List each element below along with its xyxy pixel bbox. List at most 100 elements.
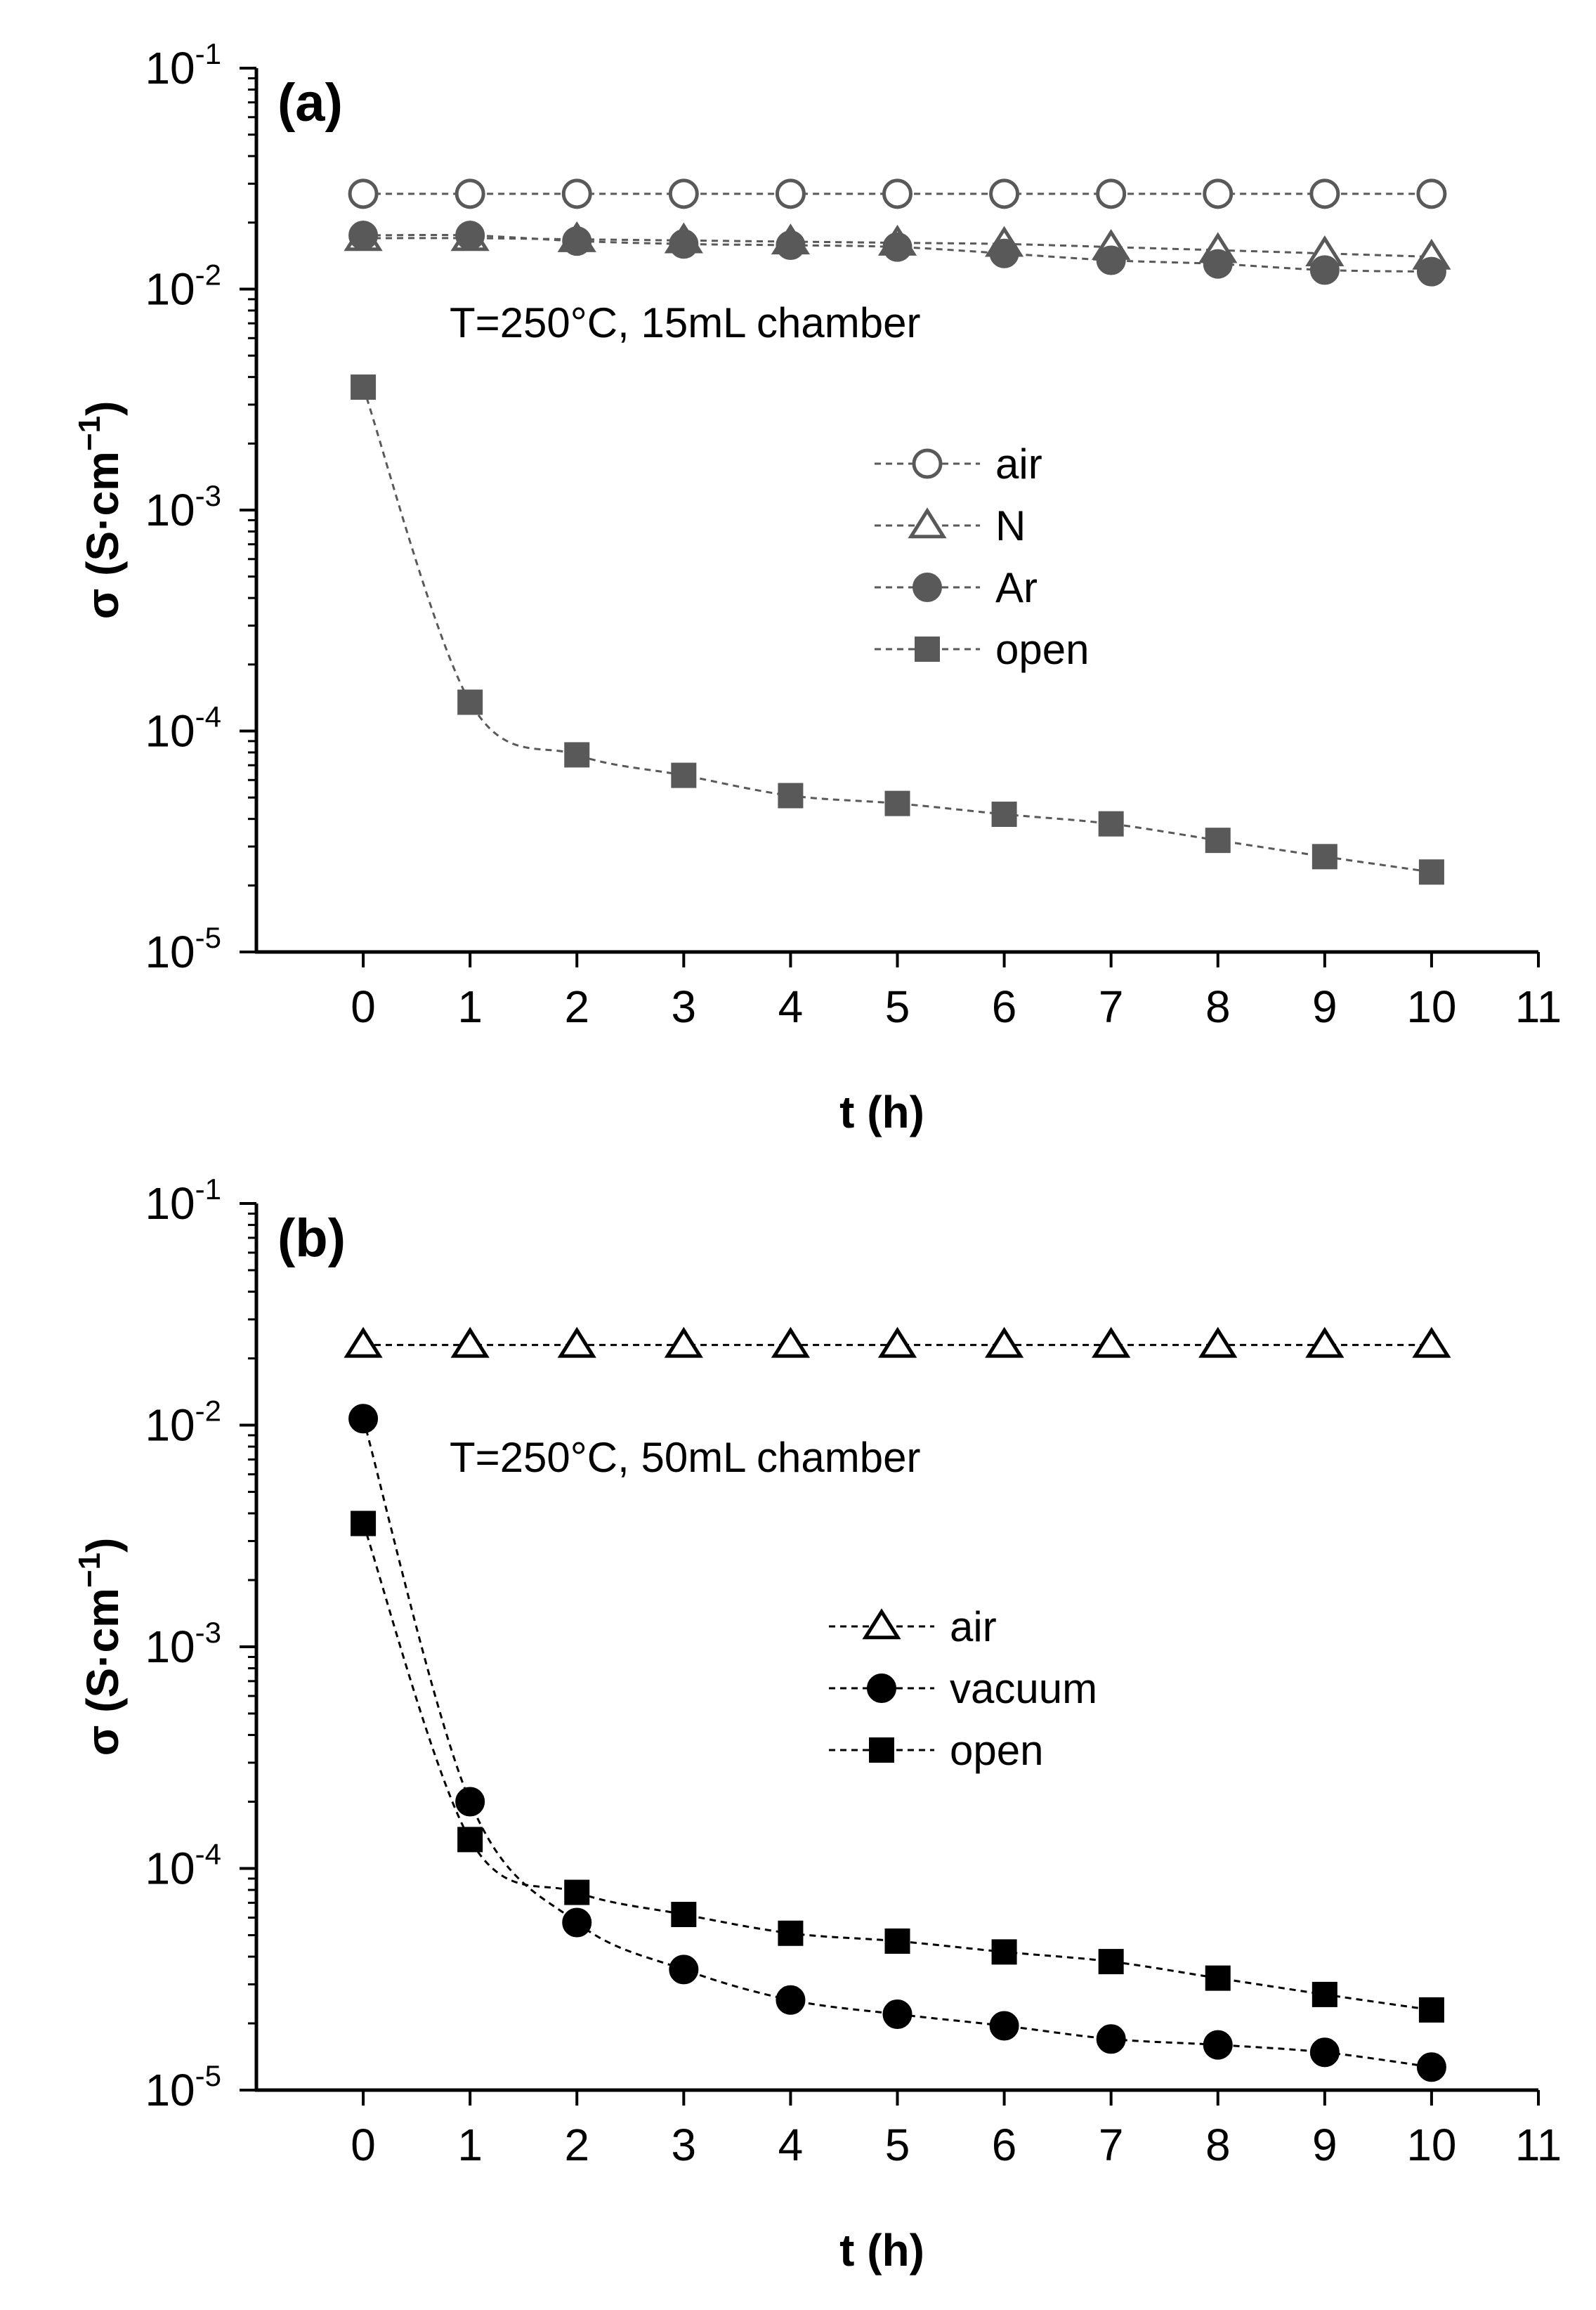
- data-point-air: [989, 178, 1020, 209]
- data-point-Ar: [669, 229, 699, 259]
- x-tick-label: 0: [351, 2120, 376, 2170]
- legend-marker-N: [908, 507, 947, 539]
- series-line-open: [362, 386, 1432, 873]
- legend-marker-open: [915, 637, 940, 662]
- x-tick-label: 3: [672, 2120, 697, 2170]
- y-axis-title: σ (S·cm−1): [72, 1538, 128, 1756]
- data-point-open: [671, 762, 697, 788]
- legend: air vacuum open: [829, 1603, 1097, 1774]
- y-axis-title: σ (S·cm−1): [72, 401, 128, 620]
- legend: air N Ar open: [875, 441, 1089, 673]
- data-point-open: [884, 790, 910, 816]
- x-tick-label: 2: [564, 2120, 589, 2170]
- data-point-air: [882, 178, 913, 209]
- data-point-air: [1096, 178, 1127, 209]
- panel-a: 0 1 2 3 4 5 6 7 8 9 10 11 10-1 10-2 10-3 10-4 10-5 t (h) σ…: [72, 37, 1562, 1137]
- data-point-open: [778, 1920, 804, 1946]
- x-tick-label: 6: [992, 981, 1017, 1032]
- series-line-open: [362, 1523, 1432, 2011]
- x-tick-label: 7: [1099, 981, 1124, 1032]
- y-tick-label: 10-1: [145, 1173, 221, 1229]
- series-open-markers: [351, 374, 1444, 885]
- data-point-air: [561, 178, 592, 209]
- data-point-open: [1418, 1997, 1444, 2023]
- x-tick-label: 4: [778, 2120, 804, 2170]
- x-tick-label: 10: [1406, 981, 1456, 1032]
- data-point-air: [771, 1326, 811, 1358]
- data-point-open: [1098, 1949, 1124, 1975]
- data-point-vacuum: [882, 1999, 913, 2029]
- data-point-Ar: [1096, 245, 1126, 275]
- data-point-Ar: [989, 238, 1019, 268]
- x-tick-label: 9: [1312, 981, 1337, 1032]
- data-point-air: [1416, 178, 1447, 209]
- data-point-air: [1198, 1326, 1238, 1358]
- data-point-open: [1205, 828, 1231, 854]
- data-point-open: [1312, 844, 1337, 870]
- legend-label-Ar: Ar: [995, 564, 1038, 611]
- legend-label-vacuum: vacuum: [950, 1665, 1097, 1712]
- data-point-air: [1092, 1326, 1131, 1358]
- x-tick-label: 3: [672, 981, 697, 1032]
- data-point-air: [557, 1326, 596, 1358]
- x-tick-label: 10: [1406, 2120, 1456, 2170]
- y-tick-label: 10-2: [145, 1395, 221, 1451]
- y-tick-label: 10-2: [145, 259, 221, 315]
- legend-label-open: open: [950, 1727, 1043, 1774]
- data-point-air: [450, 1326, 490, 1358]
- data-point-vacuum: [989, 2011, 1019, 2041]
- data-point-Ar: [562, 226, 592, 256]
- data-point-open: [351, 374, 377, 400]
- panel-b: 0 1 2 3 4 5 6 7 8 9 10 11 10-1 10-2 10-3 10-4 10-5 t (h) σ…: [72, 1173, 1562, 2276]
- x-axis-title: t (h): [839, 1087, 924, 1137]
- data-point-open: [351, 1510, 377, 1536]
- x-tick-label: 5: [885, 981, 910, 1032]
- x-tick-label: 4: [778, 981, 804, 1032]
- data-point-air: [1203, 178, 1234, 209]
- series-air-markers: [348, 178, 1447, 209]
- y-tick-label: 10-1: [145, 37, 221, 93]
- x-tick-label: 8: [1205, 981, 1231, 1032]
- data-point-open: [564, 742, 590, 768]
- data-point-Ar: [882, 232, 913, 262]
- x-tick-label: 1: [457, 2120, 483, 2170]
- x-tick-label: 11: [1515, 981, 1562, 1032]
- data-point-open: [884, 1928, 910, 1954]
- legend-marker-air: [862, 1608, 901, 1640]
- y-tick-label: 10-3: [145, 479, 221, 535]
- x-tick-label: 9: [1312, 2120, 1337, 2170]
- series-vacuum-markers: [348, 1404, 1446, 2082]
- data-point-open: [991, 1939, 1017, 1965]
- x-tick-label: 6: [992, 2120, 1017, 2170]
- x-tick-label: 8: [1205, 2120, 1231, 2170]
- data-point-vacuum: [1096, 2024, 1126, 2054]
- data-point-vacuum: [776, 1985, 806, 2015]
- data-point-air: [348, 178, 379, 209]
- data-point-air: [1305, 1326, 1345, 1358]
- series-open-markers: [351, 1510, 1444, 2023]
- data-point-air: [668, 178, 699, 209]
- legend-label-N: N: [995, 502, 1026, 549]
- data-point-vacuum: [669, 1955, 699, 1985]
- data-point-open: [457, 689, 483, 715]
- y-tick-label: 10-4: [145, 1838, 221, 1894]
- legend-label-open: open: [995, 626, 1089, 673]
- data-point-open: [1312, 1981, 1337, 2007]
- panel-label: (a): [277, 73, 343, 133]
- data-point-vacuum: [1416, 2052, 1446, 2082]
- data-point-vacuum: [562, 1907, 592, 1938]
- data-point-Ar: [455, 221, 485, 251]
- series-Ar-markers: [348, 221, 1446, 287]
- panel-label: (b): [277, 1208, 346, 1268]
- x-tick-label: 11: [1515, 2120, 1562, 2170]
- data-point-open: [457, 1827, 483, 1853]
- data-point-air: [877, 1326, 917, 1358]
- data-point-air: [454, 178, 485, 209]
- data-point-vacuum: [1309, 2037, 1340, 2068]
- y-tick-label: 10-5: [145, 921, 221, 977]
- data-point-air: [1309, 178, 1340, 209]
- data-point-open: [778, 783, 804, 809]
- data-point-open: [1098, 811, 1124, 837]
- data-point-open: [1205, 1965, 1231, 1991]
